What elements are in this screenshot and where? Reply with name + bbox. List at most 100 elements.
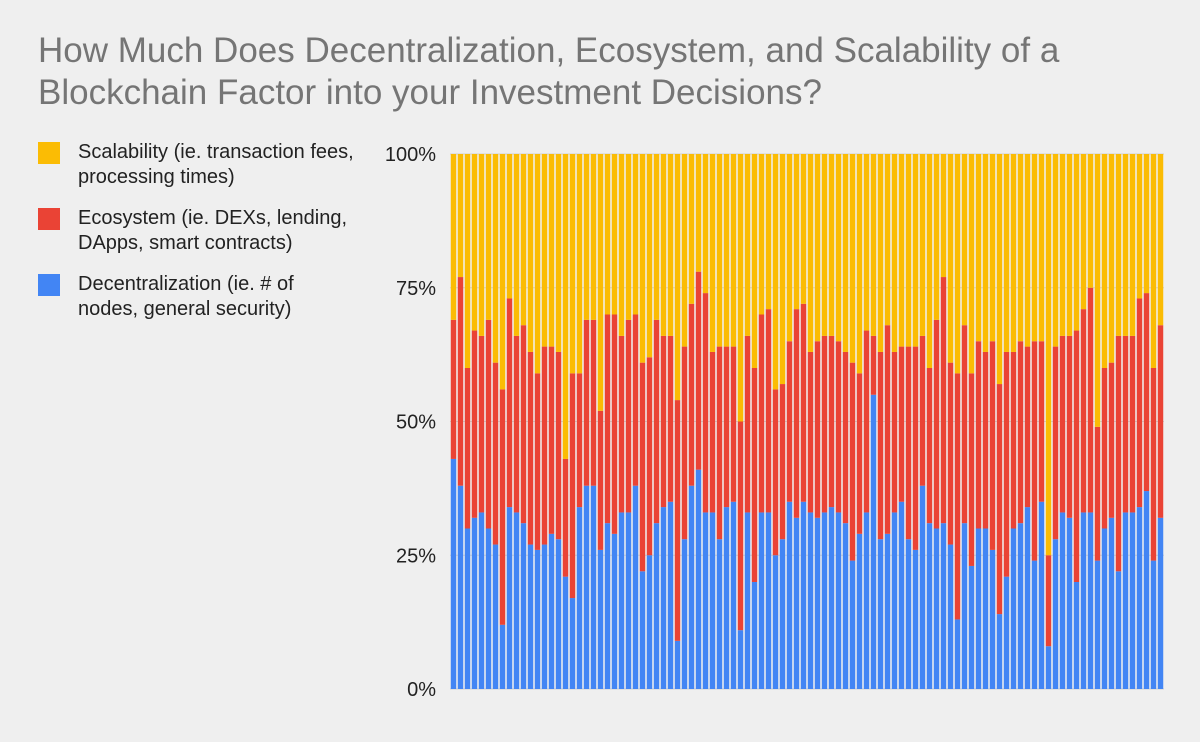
bar-segment-decentralization[interactable] — [751, 582, 758, 689]
bar-segment-scalability[interactable] — [1157, 154, 1164, 326]
bar-segment-decentralization[interactable] — [744, 512, 751, 689]
bar-segment-scalability[interactable] — [513, 154, 520, 336]
bar-segment-scalability[interactable] — [1045, 154, 1052, 556]
bar-segment-decentralization[interactable] — [471, 517, 478, 689]
bar-segment-ecosystem[interactable] — [709, 351, 716, 513]
bar-segment-scalability[interactable] — [919, 154, 926, 336]
bar-segment-ecosystem[interactable] — [961, 325, 968, 524]
bar-segment-ecosystem[interactable] — [702, 293, 709, 513]
bar-segment-decentralization[interactable] — [527, 544, 534, 689]
bar-segment-decentralization[interactable] — [919, 485, 926, 689]
bar-segment-scalability[interactable] — [961, 154, 968, 326]
bar-segment-scalability[interactable] — [548, 154, 555, 347]
bar-segment-decentralization[interactable] — [1122, 512, 1129, 689]
bar-segment-decentralization[interactable] — [905, 539, 912, 689]
bar-segment-ecosystem[interactable] — [821, 335, 828, 513]
bar-segment-ecosystem[interactable] — [877, 351, 884, 540]
bar-segment-ecosystem[interactable] — [611, 314, 618, 534]
bar-segment-decentralization[interactable] — [1115, 571, 1122, 689]
bar-segment-decentralization[interactable] — [590, 485, 597, 689]
bar-segment-ecosystem[interactable] — [940, 277, 947, 524]
bar-segment-scalability[interactable] — [1150, 154, 1157, 368]
bar-segment-decentralization[interactable] — [779, 539, 786, 689]
bar-segment-decentralization[interactable] — [576, 507, 583, 689]
bar-segment-scalability[interactable] — [1031, 154, 1038, 342]
bar-segment-ecosystem[interactable] — [1115, 335, 1122, 572]
bar-segment-decentralization[interactable] — [646, 555, 653, 689]
bar-segment-ecosystem[interactable] — [779, 384, 786, 540]
bar-segment-scalability[interactable] — [877, 154, 884, 352]
bar-segment-ecosystem[interactable] — [632, 314, 639, 486]
bar-segment-ecosystem[interactable] — [800, 303, 807, 502]
bar-segment-decentralization[interactable] — [1003, 576, 1010, 689]
bar-segment-ecosystem[interactable] — [688, 303, 695, 486]
bar-segment-decentralization[interactable] — [1094, 560, 1101, 689]
bar-segment-decentralization[interactable] — [681, 539, 688, 689]
bar-segment-decentralization[interactable] — [982, 528, 989, 690]
bar-segment-ecosystem[interactable] — [765, 309, 772, 513]
bar-segment-ecosystem[interactable] — [548, 346, 555, 534]
bar-segment-ecosystem[interactable] — [954, 373, 961, 620]
bar-segment-ecosystem[interactable] — [499, 389, 506, 625]
bar-segment-scalability[interactable] — [646, 154, 653, 358]
bar-segment-ecosystem[interactable] — [485, 319, 492, 529]
bar-segment-decentralization[interactable] — [625, 512, 632, 689]
bar-segment-scalability[interactable] — [849, 154, 856, 363]
bar-segment-decentralization[interactable] — [940, 523, 947, 689]
bar-segment-scalability[interactable] — [786, 154, 793, 342]
bar-segment-scalability[interactable] — [730, 154, 737, 347]
bar-segment-scalability[interactable] — [478, 154, 485, 336]
bar-segment-ecosystem[interactable] — [1024, 346, 1031, 508]
bar-segment-scalability[interactable] — [940, 154, 947, 278]
bar-segment-decentralization[interactable] — [1157, 517, 1164, 689]
bar-segment-scalability[interactable] — [611, 154, 618, 315]
bar-segment-scalability[interactable] — [716, 154, 723, 347]
bar-segment-ecosystem[interactable] — [597, 410, 604, 550]
bar-segment-ecosystem[interactable] — [947, 362, 954, 545]
bar-segment-decentralization[interactable] — [597, 549, 604, 689]
bar-segment-ecosystem[interactable] — [912, 346, 919, 550]
bar-segment-decentralization[interactable] — [1136, 507, 1143, 689]
bar-segment-scalability[interactable] — [996, 154, 1003, 385]
bar-segment-decentralization[interactable] — [688, 485, 695, 689]
bar-segment-scalability[interactable] — [884, 154, 891, 326]
bar-segment-ecosystem[interactable] — [1073, 330, 1080, 582]
bar-segment-scalability[interactable] — [660, 154, 667, 336]
bar-segment-scalability[interactable] — [947, 154, 954, 363]
bar-segment-scalability[interactable] — [695, 154, 702, 272]
bar-segment-ecosystem[interactable] — [590, 319, 597, 486]
bar-segment-scalability[interactable] — [1136, 154, 1143, 299]
bar-segment-decentralization[interactable] — [520, 523, 527, 689]
bar-segment-scalability[interactable] — [800, 154, 807, 304]
bar-segment-decentralization[interactable] — [1010, 528, 1017, 690]
bar-segment-scalability[interactable] — [765, 154, 772, 310]
bar-segment-scalability[interactable] — [912, 154, 919, 347]
bar-segment-scalability[interactable] — [569, 154, 576, 374]
bar-segment-decentralization[interactable] — [758, 512, 765, 689]
bar-segment-ecosystem[interactable] — [989, 341, 996, 550]
bar-segment-decentralization[interactable] — [632, 485, 639, 689]
bar-segment-decentralization[interactable] — [1059, 512, 1066, 689]
bar-segment-scalability[interactable] — [821, 154, 828, 336]
bar-segment-ecosystem[interactable] — [835, 341, 842, 513]
bar-segment-ecosystem[interactable] — [744, 335, 751, 513]
bar-segment-decentralization[interactable] — [457, 485, 464, 689]
bar-segment-scalability[interactable] — [709, 154, 716, 352]
bar-segment-decentralization[interactable] — [1052, 539, 1059, 689]
bar-segment-ecosystem[interactable] — [541, 346, 548, 545]
bar-segment-decentralization[interactable] — [933, 528, 940, 690]
bar-segment-scalability[interactable] — [989, 154, 996, 342]
bar-segment-decentralization[interactable] — [968, 565, 975, 689]
bar-segment-ecosystem[interactable] — [828, 335, 835, 508]
bar-segment-ecosystem[interactable] — [758, 314, 765, 513]
bar-segment-ecosystem[interactable] — [450, 319, 457, 459]
bar-segment-ecosystem[interactable] — [674, 400, 681, 641]
bar-segment-ecosystem[interactable] — [919, 335, 926, 486]
bar-segment-scalability[interactable] — [1073, 154, 1080, 331]
bar-segment-scalability[interactable] — [723, 154, 730, 347]
bar-segment-scalability[interactable] — [982, 154, 989, 352]
bar-segment-decentralization[interactable] — [702, 512, 709, 689]
bar-segment-ecosystem[interactable] — [527, 351, 534, 545]
bar-segment-ecosystem[interactable] — [1143, 293, 1150, 492]
bar-segment-scalability[interactable] — [744, 154, 751, 336]
